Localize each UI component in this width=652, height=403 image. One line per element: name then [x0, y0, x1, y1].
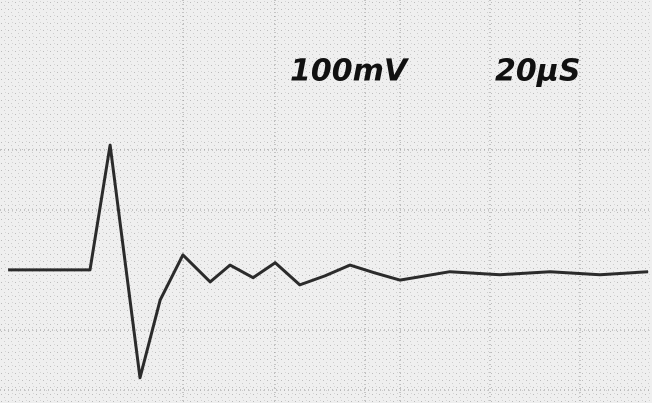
volts-per-div: 100mV: [290, 54, 410, 89]
page: {"chart_data": {"type": "line", "labels"…: [0, 0, 652, 403]
time-per-div: 20µS: [495, 54, 580, 89]
oscilloscope-screen: 100mV 20µS: [0, 0, 652, 403]
